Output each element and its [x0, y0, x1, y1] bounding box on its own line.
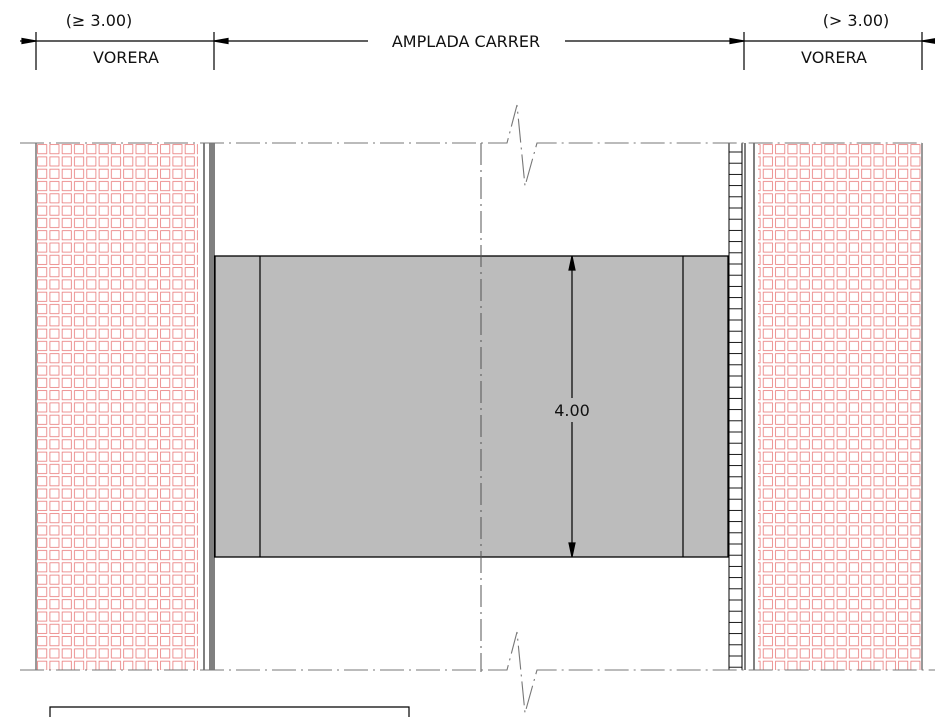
crossing-width-value: 4.00 [554, 401, 590, 420]
right-sidewalk-label: VORERA [801, 48, 867, 67]
crossing-fill [214, 255, 729, 558]
left-sidewalk-width: (≥ 3.00) [66, 11, 133, 30]
arrow-head [568, 542, 576, 558]
tactile-strip [729, 151, 742, 668]
legend-box-partial [49, 706, 410, 717]
left-sidewalk [35, 143, 198, 670]
arrow-head [921, 38, 935, 44]
right-sidewalk [758, 143, 923, 670]
arrow-head [729, 37, 745, 45]
left-curb [203, 143, 215, 670]
right-paving-grid [758, 143, 922, 670]
arrow-head [213, 37, 229, 45]
arrow-head [568, 255, 576, 271]
street-width-label: AMPLADA CARRER [392, 32, 540, 51]
break-line-bottom [20, 631, 935, 714]
right-curb [728, 143, 755, 670]
dimension-label-gap [548, 398, 596, 422]
break-line-top [20, 104, 922, 187]
left-sidewalk-label: VORERA [93, 48, 159, 67]
label-gap [368, 31, 565, 51]
right-sidewalk-width: (> 3.00) [823, 11, 890, 30]
pedestrian-crossing [214, 255, 729, 558]
left-paving-grid [36, 143, 198, 670]
arrow-head [21, 37, 37, 45]
